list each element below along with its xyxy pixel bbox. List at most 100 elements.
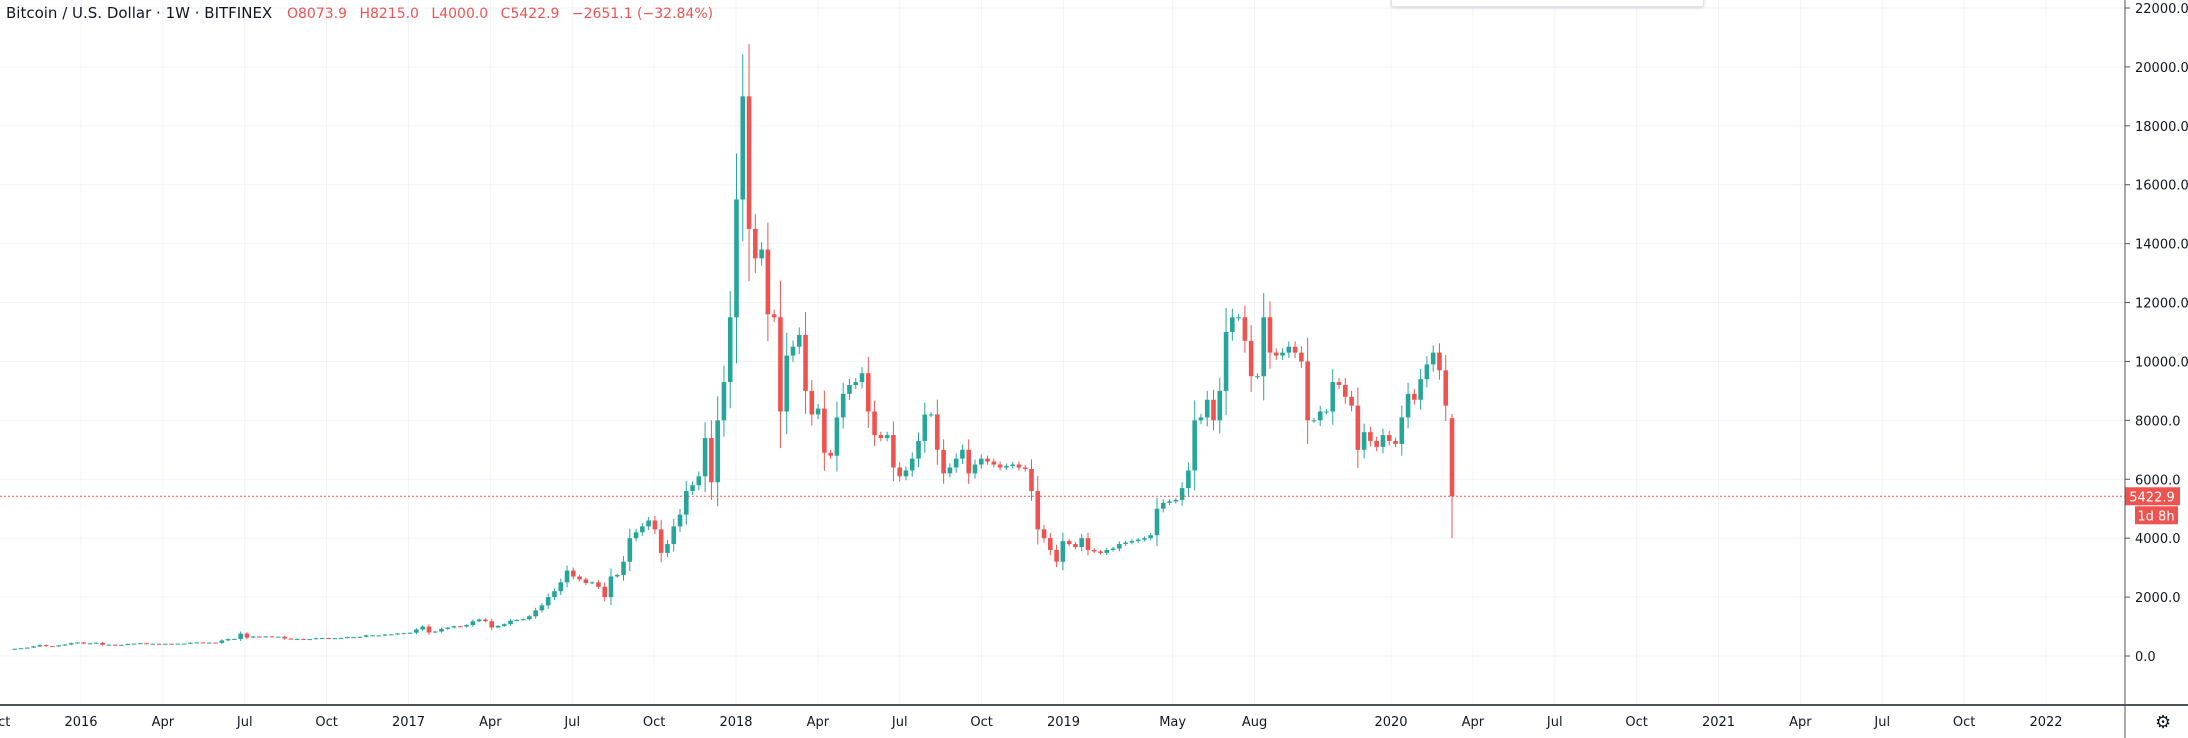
candle-body bbox=[225, 639, 231, 641]
y-tick-label: 12000.0 bbox=[2135, 297, 2188, 312]
x-tick-label: 2018 bbox=[719, 715, 752, 730]
candle-body bbox=[1317, 411, 1323, 421]
candle-body bbox=[1393, 440, 1398, 444]
countdown-label: 1d 8h bbox=[2137, 509, 2174, 524]
candle-body bbox=[1010, 464, 1015, 467]
candle-body bbox=[175, 643, 181, 645]
candle-body bbox=[577, 576, 582, 580]
candle-body bbox=[1261, 317, 1267, 377]
change-value: −2651.1 (−32.84%) bbox=[571, 6, 714, 22]
candle-body bbox=[966, 449, 972, 474]
candle-body bbox=[1142, 538, 1147, 540]
candle-body bbox=[727, 317, 733, 383]
y-tick-label: 4000.0 bbox=[2135, 532, 2181, 547]
x-tick-label: Oct bbox=[0, 715, 10, 730]
candle-body bbox=[1236, 317, 1241, 319]
candle-body bbox=[1066, 541, 1072, 545]
candle-body bbox=[1248, 340, 1254, 377]
candle-body bbox=[564, 570, 570, 583]
x-tick-label: 2021 bbox=[1702, 715, 1735, 730]
candle-body bbox=[514, 620, 520, 622]
close-value: C5422.9 bbox=[500, 6, 560, 22]
candle-body bbox=[815, 408, 821, 415]
candle-body bbox=[1336, 382, 1342, 386]
candle-body bbox=[1160, 502, 1166, 509]
candle-body bbox=[501, 624, 507, 626]
candle-body bbox=[282, 636, 287, 639]
x-tick-label: Aug bbox=[1242, 715, 1267, 730]
candle-body bbox=[1412, 393, 1417, 400]
candle-body bbox=[1041, 529, 1047, 539]
candle-body bbox=[1135, 539, 1141, 542]
candle-body bbox=[200, 642, 206, 644]
candle-body bbox=[382, 634, 388, 636]
interval[interactable]: 1W bbox=[165, 4, 190, 22]
candle-body bbox=[753, 228, 758, 259]
price-label: 5422.9 bbox=[2129, 490, 2175, 505]
candle-body bbox=[1255, 376, 1260, 378]
candle-body bbox=[796, 334, 802, 347]
candle-body bbox=[1079, 538, 1084, 548]
candle-body bbox=[1292, 346, 1298, 353]
candle-body bbox=[1054, 549, 1059, 562]
candle-body bbox=[1437, 352, 1442, 371]
current-price-line: 5422.9 1d 8h bbox=[0, 487, 2180, 525]
candle-body bbox=[1299, 352, 1304, 362]
candle-body bbox=[571, 570, 576, 577]
dropdown-panel-edge bbox=[1391, 0, 1704, 7]
candle-body bbox=[56, 645, 61, 647]
candle-body bbox=[809, 390, 815, 415]
candle-body bbox=[878, 435, 884, 439]
candle-body bbox=[1386, 435, 1392, 441]
candle-body bbox=[37, 645, 43, 647]
candle-body bbox=[470, 621, 476, 626]
candle-body bbox=[614, 575, 620, 577]
candle-body bbox=[520, 619, 526, 621]
candle-body bbox=[307, 639, 313, 641]
candle-body bbox=[357, 636, 363, 638]
candle-body bbox=[1123, 542, 1128, 545]
candle-body bbox=[928, 414, 934, 416]
candle-body bbox=[1073, 544, 1078, 548]
candle-body bbox=[263, 636, 269, 638]
candle-body bbox=[62, 644, 68, 646]
candle-body bbox=[1085, 538, 1091, 550]
candle-body bbox=[633, 532, 639, 539]
gear-icon[interactable]: ⚙ bbox=[2155, 712, 2172, 733]
candle-body bbox=[834, 417, 840, 456]
candle-body bbox=[206, 642, 212, 644]
candle-body bbox=[1324, 411, 1329, 413]
candle-body bbox=[1167, 501, 1172, 503]
candle-body bbox=[100, 642, 105, 645]
candle-body bbox=[853, 382, 859, 386]
candle-body bbox=[627, 538, 633, 562]
candle-body bbox=[558, 582, 564, 592]
candle-body bbox=[784, 355, 790, 412]
candle-body bbox=[87, 643, 93, 645]
candle-body bbox=[1280, 352, 1285, 356]
x-tick-label: 2022 bbox=[2029, 715, 2062, 730]
candle-body bbox=[953, 458, 959, 468]
candle-body bbox=[483, 619, 488, 622]
candle-body bbox=[621, 561, 626, 575]
x-tick-label: Apr bbox=[152, 715, 175, 730]
candle-body bbox=[464, 625, 469, 627]
candle-body bbox=[690, 485, 695, 492]
candle-body bbox=[332, 638, 338, 640]
candle-body bbox=[31, 646, 36, 648]
candle-body bbox=[50, 646, 55, 648]
candle-body bbox=[1173, 499, 1179, 502]
candle-body bbox=[244, 633, 250, 638]
candle-body bbox=[401, 633, 407, 635]
y-tick-label: 8000.0 bbox=[2135, 414, 2181, 429]
candle-body bbox=[1242, 317, 1248, 341]
candle-body bbox=[451, 626, 457, 628]
candle-body bbox=[1361, 432, 1367, 450]
symbol-legend: Bitcoin / U.S. Dollar · 1W · BITFINEX O8… bbox=[6, 4, 721, 22]
candle-body bbox=[1349, 396, 1354, 406]
candle-body bbox=[188, 642, 193, 644]
x-tick-label: Oct bbox=[1625, 715, 1647, 730]
candle-body bbox=[1148, 535, 1154, 539]
